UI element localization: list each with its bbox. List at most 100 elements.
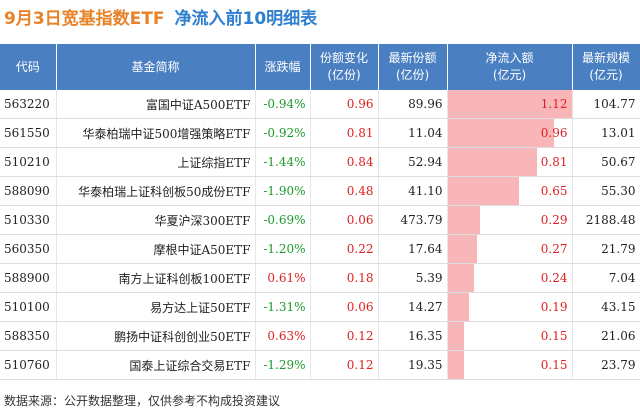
cell: 鹏扬中证科创创业50ETF xyxy=(56,321,256,351)
cell-text: -1.29% xyxy=(263,358,306,372)
cell: 0.63% xyxy=(255,321,311,351)
cell: 0.29 xyxy=(447,205,573,235)
cell-text: 0.06 xyxy=(346,213,374,227)
cell: 560350 xyxy=(0,234,57,264)
cell: 富国中证A500ETF xyxy=(56,90,256,119)
cell: 510210 xyxy=(0,147,57,177)
cell: -1.44% xyxy=(255,147,311,177)
cell-text: 19.35 xyxy=(408,358,443,372)
table-body: 563220 富国中证A500ETF -0.94% 0.96 89.96 1.12 104.… xyxy=(0,90,640,380)
cell: -0.94% xyxy=(255,90,311,119)
cell: 0.65 xyxy=(447,176,573,206)
column-header: 代码 xyxy=(0,44,57,90)
cell-text: -0.94% xyxy=(263,97,306,111)
cell-text: 7.04 xyxy=(608,271,636,285)
cell: 50.67 xyxy=(572,147,640,177)
cell-text: 0.48 xyxy=(346,184,374,198)
cell-text: 富国中证A500ETF xyxy=(145,97,251,112)
cell: 0.81 xyxy=(447,147,573,177)
cell-text: 2188.48 xyxy=(585,213,636,227)
cell-text: 563220 xyxy=(4,97,50,111)
cell: 563220 xyxy=(0,90,57,119)
column-header: 份额变化 (亿份) xyxy=(310,44,379,90)
cell: 14.27 xyxy=(378,292,448,322)
inflow-bar xyxy=(447,119,554,147)
cell-text: 0.18 xyxy=(346,271,374,285)
table-row: 560350 摩根中证A50ETF -1.20% 0.22 17.64 0.27 21.79 xyxy=(0,234,640,264)
column-header: 净流入额 (亿元) xyxy=(447,44,573,90)
cell-text: 23.79 xyxy=(601,358,636,372)
cell-text: 0.12 xyxy=(346,358,374,372)
header-text: 最新规模 xyxy=(581,51,630,65)
cell: 0.15 xyxy=(447,350,573,380)
cell-text: 560350 xyxy=(4,242,50,256)
cell-text: -1.44% xyxy=(263,155,306,169)
column-header: 基金简称 xyxy=(56,44,256,90)
cell-text: 14.27 xyxy=(408,300,443,314)
cell-text: 摩根中证A50ETF xyxy=(153,242,251,257)
inflow-bar xyxy=(447,264,475,292)
cell: 16.35 xyxy=(378,321,448,351)
cell-text: 510330 xyxy=(4,213,50,227)
cell: 473.79 xyxy=(378,205,448,235)
cell-text: 21.06 xyxy=(601,329,636,343)
cell: 11.04 xyxy=(378,118,448,148)
table: 代码 基金简称 涨跌幅 份额变化 (亿份) 最新份额 (亿份) 净流入额 (亿元) 最新规模 (亿元… xyxy=(0,44,640,380)
cell-text: 16.35 xyxy=(408,329,443,343)
cell: 561550 xyxy=(0,118,57,148)
cell: 23.79 xyxy=(572,350,640,380)
header-text: 基金简称 xyxy=(131,59,180,74)
cell-text: -0.92% xyxy=(263,126,306,140)
cell: 0.27 xyxy=(447,234,573,264)
cell: 0.81 xyxy=(310,118,379,148)
cell-text: 华夏沪深300ETF xyxy=(154,213,251,228)
title: 9月3日宽基指数ETF 净流入前10明细表 xyxy=(4,4,317,29)
cell: 国泰上证综合交易ETF xyxy=(56,350,256,380)
cell-text: 0.15 xyxy=(540,329,568,343)
cell-text: 104.77 xyxy=(593,97,636,111)
header-text: 代码 xyxy=(15,59,40,74)
cell: -1.29% xyxy=(255,350,311,380)
table-row: 561550 华泰柏瑞中证500增强策略ETF -0.92% 0.81 11.04 0.9… xyxy=(0,118,640,148)
cell-text: 0.29 xyxy=(540,213,568,227)
cell-text: 41.10 xyxy=(408,184,443,198)
cell: 588350 xyxy=(0,321,57,351)
table-row: 588090 华泰柏瑞上证科创板50成份ETF -1.90% 0.48 41.10 0.6… xyxy=(0,176,640,206)
header-text: 最新份额 xyxy=(388,51,437,65)
cell: 0.18 xyxy=(310,263,379,293)
cell: 21.79 xyxy=(572,234,640,264)
cell: 7.04 xyxy=(572,263,640,293)
cell-text: -1.90% xyxy=(263,184,306,198)
cell-text: 0.19 xyxy=(540,300,568,314)
cell: 588090 xyxy=(0,176,57,206)
cell: 华泰柏瑞中证500增强策略ETF xyxy=(56,118,256,148)
cell: 52.94 xyxy=(378,147,448,177)
cell: 0.22 xyxy=(310,234,379,264)
cell: 0.15 xyxy=(447,321,573,351)
cell-text: 0.27 xyxy=(540,242,568,256)
header-text: 份额变化 xyxy=(319,51,368,65)
cell-text: 52.94 xyxy=(408,155,443,169)
table-row: 588900 南方上证科创板100ETF 0.61% 0.18 5.39 0.24 7.04 xyxy=(0,263,640,293)
inflow-bar xyxy=(447,177,520,205)
cell-text: 11.04 xyxy=(408,126,443,140)
cell-text: 588090 xyxy=(4,184,50,198)
header-text: 净流入额 xyxy=(485,51,534,65)
cell-text: 473.79 xyxy=(400,213,443,227)
cell-text: 易方达上证50ETF xyxy=(150,300,251,315)
cell: 104.77 xyxy=(572,90,640,119)
cell-text: 鹏扬中证科创创业50ETF xyxy=(114,329,251,344)
cell: 华夏沪深300ETF xyxy=(56,205,256,235)
cell: 0.12 xyxy=(310,350,379,380)
table-row: 588350 鹏扬中证科创创业50ETF 0.63% 0.12 16.35 0.15 21.… xyxy=(0,321,640,351)
cell: 43.15 xyxy=(572,292,640,322)
cell-text: 0.22 xyxy=(346,242,374,256)
cell: 41.10 xyxy=(378,176,448,206)
cell: -0.69% xyxy=(255,205,311,235)
cell-text: 0.12 xyxy=(346,329,374,343)
cell-text: 0.96 xyxy=(346,97,374,111)
inflow-bar xyxy=(447,206,480,234)
cell: 510100 xyxy=(0,292,57,322)
cell: 0.19 xyxy=(447,292,573,322)
header-text: 涨跌幅 xyxy=(264,59,301,74)
